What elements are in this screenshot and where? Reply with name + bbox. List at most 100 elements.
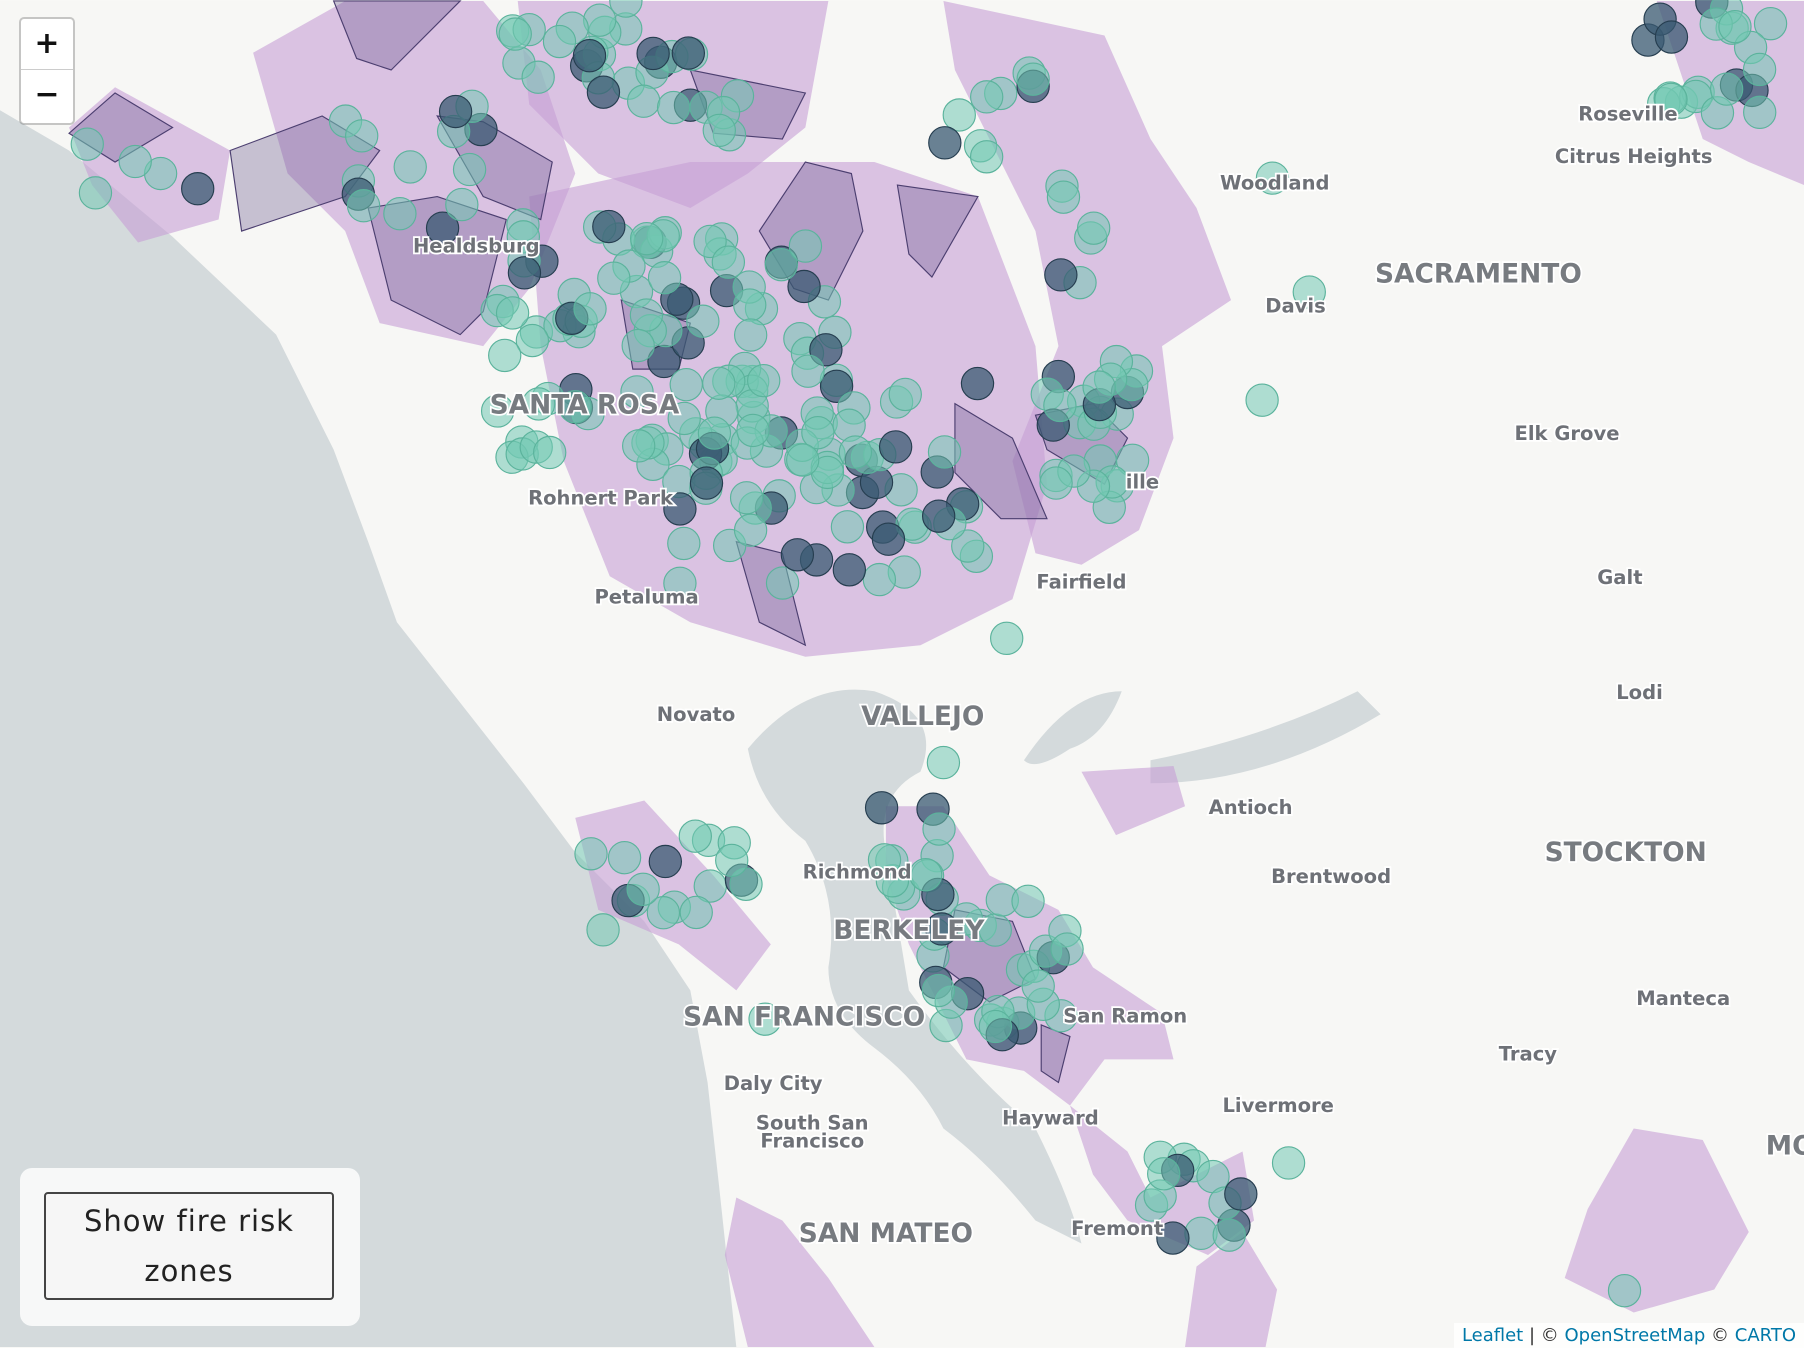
fire-point: [636, 36, 670, 71]
place-label: STOCKTON: [1545, 837, 1707, 868]
place-label: BERKELEY: [833, 915, 985, 946]
fire-point: [574, 837, 608, 871]
place-label: Healdsburg: [413, 235, 540, 258]
risk-zone: [1081, 766, 1186, 836]
fire-point: [780, 538, 815, 572]
fire-point: [1224, 1177, 1258, 1211]
fire-point: [928, 126, 962, 160]
fire-point: [597, 261, 631, 295]
fire-point: [830, 510, 865, 544]
zoom-control: + −: [19, 17, 75, 125]
fire-point: [498, 17, 532, 51]
leaflet-link[interactable]: Leaflet: [1461, 1325, 1524, 1346]
fire-point: [118, 144, 152, 179]
fire-point: [648, 844, 683, 879]
risk-zone: [1185, 1231, 1278, 1348]
fire-points: [70, 0, 1788, 1308]
fire-point: [786, 443, 820, 477]
place-label: Galt: [1597, 566, 1642, 589]
fire-point: [1255, 161, 1290, 195]
fire-point: [697, 416, 732, 450]
fire-point: [1050, 932, 1084, 966]
fire-point: [647, 261, 682, 295]
place-labels: Roseville Citrus Heights Woodland SACRAM…: [411, 101, 1804, 1251]
fire-point: [969, 140, 1004, 174]
attr-text: | ©: [1528, 1325, 1559, 1346]
fire-point: [495, 296, 530, 330]
place-label: Woodland: [1220, 171, 1330, 194]
place-label: Manteca: [1636, 987, 1730, 1010]
fire-point: [867, 843, 902, 877]
fire-point: [1709, 72, 1744, 106]
attr-text: ©: [1711, 1325, 1730, 1346]
place-label: SACRAMENTO: [1375, 258, 1582, 289]
fire-point: [878, 430, 913, 464]
fire-point: [663, 492, 697, 526]
fire-point: [78, 176, 113, 210]
place-label: Francisco: [760, 1130, 864, 1153]
risk-zone: [724, 1197, 875, 1348]
place-label: ille: [1126, 471, 1159, 494]
fire-point: [1607, 1273, 1642, 1308]
fire-point: [572, 39, 607, 73]
place-label: Hayward: [1002, 1107, 1099, 1130]
fire-point: [1753, 6, 1788, 41]
fire-point: [629, 298, 664, 332]
place-label: Elk Grove: [1515, 422, 1620, 445]
fire-point: [788, 229, 823, 263]
place-label: Davis: [1265, 294, 1325, 317]
fire-point: [922, 812, 956, 846]
fire-point: [926, 745, 961, 780]
zoom-in[interactable]: +: [21, 19, 73, 70]
fire-point: [679, 895, 713, 930]
fire-point: [942, 98, 976, 132]
fire-point: [452, 152, 487, 187]
fire-point: [515, 323, 550, 358]
fire-point: [791, 354, 825, 388]
risk-polygon: [332, 0, 462, 71]
control-panel: Show fire risk zones: [20, 1168, 360, 1326]
fire-point: [871, 522, 906, 556]
fire-point: [445, 187, 479, 222]
delta: [1023, 691, 1381, 784]
fire-point: [715, 843, 749, 878]
fire-point: [862, 562, 897, 597]
fire-point: [1654, 20, 1689, 54]
attribution: Leaflet | © OpenStreetMap © CARTO: [1453, 1323, 1804, 1348]
carto-link[interactable]: CARTO: [1734, 1325, 1796, 1346]
fire-point: [1082, 370, 1116, 404]
fire-point: [586, 75, 621, 109]
fire-point: [1076, 211, 1111, 245]
toggle-button[interactable]: Show fire risk zones: [44, 1192, 334, 1300]
fire-point: [609, 0, 643, 18]
fire-point: [711, 245, 746, 279]
fire-point: [393, 150, 427, 184]
place-label: SAN FRANCISCO: [683, 1002, 925, 1033]
osm-link[interactable]: OpenStreetMap: [1564, 1325, 1706, 1346]
fire-point: [1156, 1221, 1190, 1255]
fire-point: [1021, 969, 1055, 1003]
place-label: Lodi: [1616, 681, 1663, 704]
fire-point: [801, 415, 835, 450]
place-label: Richmond: [803, 861, 912, 884]
fire-point: [586, 913, 620, 947]
fire-point: [383, 197, 417, 231]
fire-point: [978, 1009, 1013, 1044]
fire-point: [951, 529, 985, 563]
fire-point: [627, 84, 661, 118]
place-label: Antioch: [1209, 796, 1293, 819]
fire-point: [1043, 388, 1077, 423]
fire-point: [736, 413, 770, 448]
place-label: MO: [1766, 1130, 1804, 1161]
fire-point: [747, 363, 781, 398]
fire-point: [1115, 443, 1150, 477]
fire-point: [507, 256, 542, 290]
fire-point: [620, 375, 654, 409]
zoom-out[interactable]: −: [34, 77, 60, 112]
fire-point: [970, 80, 1004, 114]
fire-point: [733, 318, 768, 352]
fire-point: [70, 127, 104, 161]
fire-point: [542, 24, 577, 59]
